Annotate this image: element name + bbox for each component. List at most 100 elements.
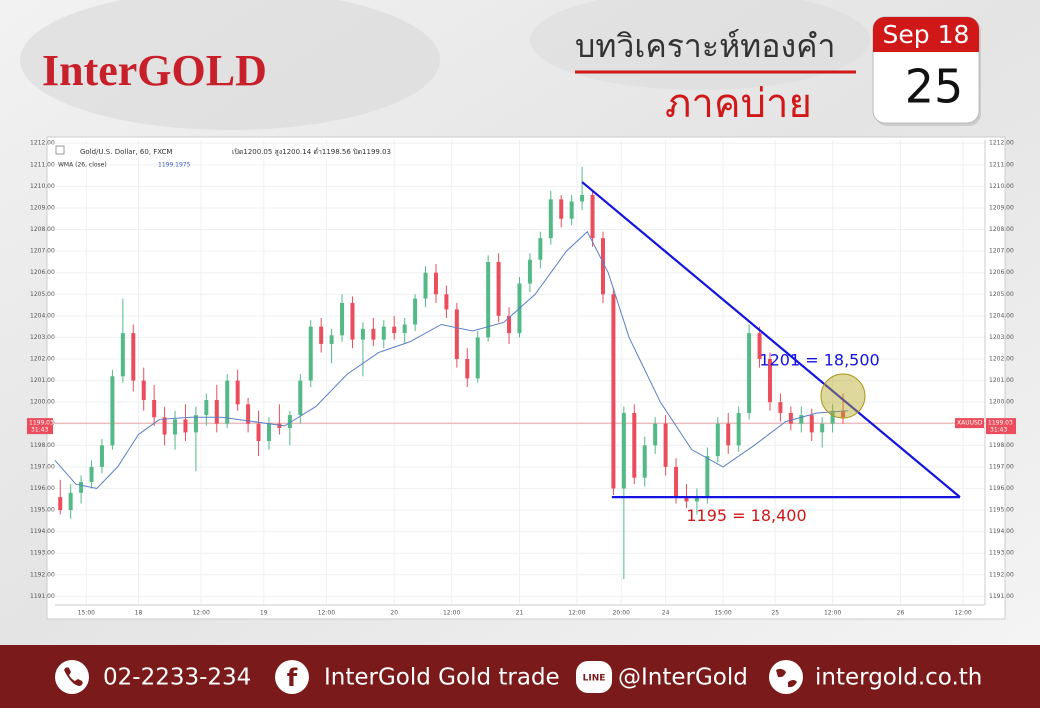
candle-body — [642, 445, 647, 478]
moving-average — [54, 230, 849, 490]
candle-body — [225, 380, 230, 424]
candle-body — [350, 302, 355, 340]
x-tick-label: 12:00 — [318, 610, 335, 617]
x-tick-label: 18 — [135, 610, 143, 617]
price-tag-label: 1199.03 — [29, 420, 54, 427]
line-icon — [576, 661, 612, 693]
candle-body — [392, 326, 397, 334]
footer-facebook: InterGold Gold trade — [324, 665, 560, 691]
y-tick-label: 1211.00 — [30, 161, 55, 168]
candle-body — [663, 423, 668, 467]
candle-body — [381, 326, 386, 340]
candle-body — [413, 298, 418, 325]
y-tick-label: 1200.00 — [989, 399, 1014, 406]
y-tick-label: 1192.00 — [30, 571, 55, 578]
candle-body — [162, 417, 167, 435]
countdown: 31:43 — [990, 427, 1007, 434]
candle-body — [340, 302, 345, 336]
candle-body — [79, 482, 84, 493]
globe-icon — [769, 660, 803, 694]
y-tick-label: 1197.00 — [989, 463, 1014, 470]
candle-body — [277, 423, 282, 429]
calendar-month: Sep 18 — [883, 20, 970, 49]
candle-body — [496, 261, 501, 316]
y-tick-label: 1192.00 — [989, 571, 1014, 578]
candle-body — [131, 333, 136, 381]
x-tick-label: 20 — [390, 610, 398, 617]
header-title: บทวิเคราะห์ทองคำ — [575, 27, 835, 65]
y-tick-label: 1195.00 — [30, 507, 55, 514]
x-tick-label: 12:00 — [824, 610, 841, 617]
x-tick-label: 15:00 — [78, 610, 95, 617]
candle-body — [319, 326, 324, 344]
candle-body — [183, 419, 188, 433]
candle-body — [747, 333, 752, 413]
y-tick-label: 1201.00 — [989, 377, 1014, 384]
x-tick-label: 25 — [771, 610, 779, 617]
y-tick-label: 1205.00 — [30, 291, 55, 298]
candle-body — [778, 402, 783, 413]
y-tick-label: 1212.00 — [989, 140, 1014, 147]
x-tick-label: 24 — [662, 610, 670, 617]
candle-body — [308, 326, 313, 381]
candle-body — [788, 412, 793, 424]
x-tick-label: 21 — [516, 610, 524, 617]
y-tick-label: 1193.00 — [30, 550, 55, 557]
highlight-circle — [820, 373, 866, 419]
y-tick-label: 1206.00 — [30, 269, 55, 276]
chart-title: Gold/U.S. Dollar, 60, FXCM — [80, 148, 172, 156]
y-tick-label: 1208.00 — [989, 226, 1014, 233]
candle-body — [799, 415, 804, 424]
candle-body — [256, 423, 261, 442]
y-tick-label: 1200.00 — [30, 399, 55, 406]
candle-body — [360, 328, 365, 340]
y-tick-label: 1206.00 — [989, 269, 1014, 276]
y-tick-label: 1204.00 — [989, 312, 1014, 319]
candle-body — [110, 376, 115, 446]
candle-body — [141, 380, 146, 401]
candle-body — [68, 492, 73, 511]
candle-body — [193, 415, 198, 433]
candle-body — [580, 195, 585, 202]
candle-body — [715, 423, 720, 457]
candle-body — [371, 328, 376, 340]
candle-body — [820, 423, 825, 433]
candle-body — [402, 324, 407, 334]
candle-body — [235, 380, 240, 405]
candle-body — [694, 497, 699, 502]
candle-body — [465, 359, 470, 379]
y-tick-label: 1196.00 — [30, 485, 55, 492]
x-tick-label: 19 — [260, 610, 268, 617]
candle-body — [611, 294, 616, 489]
candle-body — [653, 423, 658, 446]
candle-body — [705, 456, 710, 498]
candle-body — [548, 199, 553, 239]
chart-panel — [46, 136, 1006, 620]
candle-body — [507, 315, 512, 334]
y-tick-label: 1207.00 — [30, 248, 55, 255]
indicator-name: WMA (26, close) — [58, 162, 107, 169]
y-tick-label: 1210.00 — [989, 183, 1014, 190]
candle-body — [590, 195, 595, 239]
y-tick-label: 1191.00 — [989, 593, 1014, 600]
candle-body — [204, 400, 209, 416]
candle-body — [830, 410, 835, 424]
x-tick-label: 20:00 — [613, 610, 630, 617]
candle-body — [214, 400, 219, 424]
footer-phone: 02-2233-234 — [103, 665, 251, 691]
candle-body — [684, 497, 689, 502]
facebook-glyph: f — [287, 664, 298, 692]
candle-body — [58, 497, 63, 511]
indicator-value: 1199.1975 — [158, 162, 191, 169]
footer-website: intergold.co.th — [815, 665, 982, 691]
facebook-icon — [275, 660, 309, 694]
candle-body — [89, 466, 94, 483]
candle-body — [329, 335, 334, 344]
candle-body — [600, 238, 605, 295]
x-tick-label: 12:00 — [443, 610, 460, 617]
candle-body — [674, 466, 679, 498]
candle-body — [152, 400, 157, 418]
toolbar-icon — [55, 145, 65, 155]
